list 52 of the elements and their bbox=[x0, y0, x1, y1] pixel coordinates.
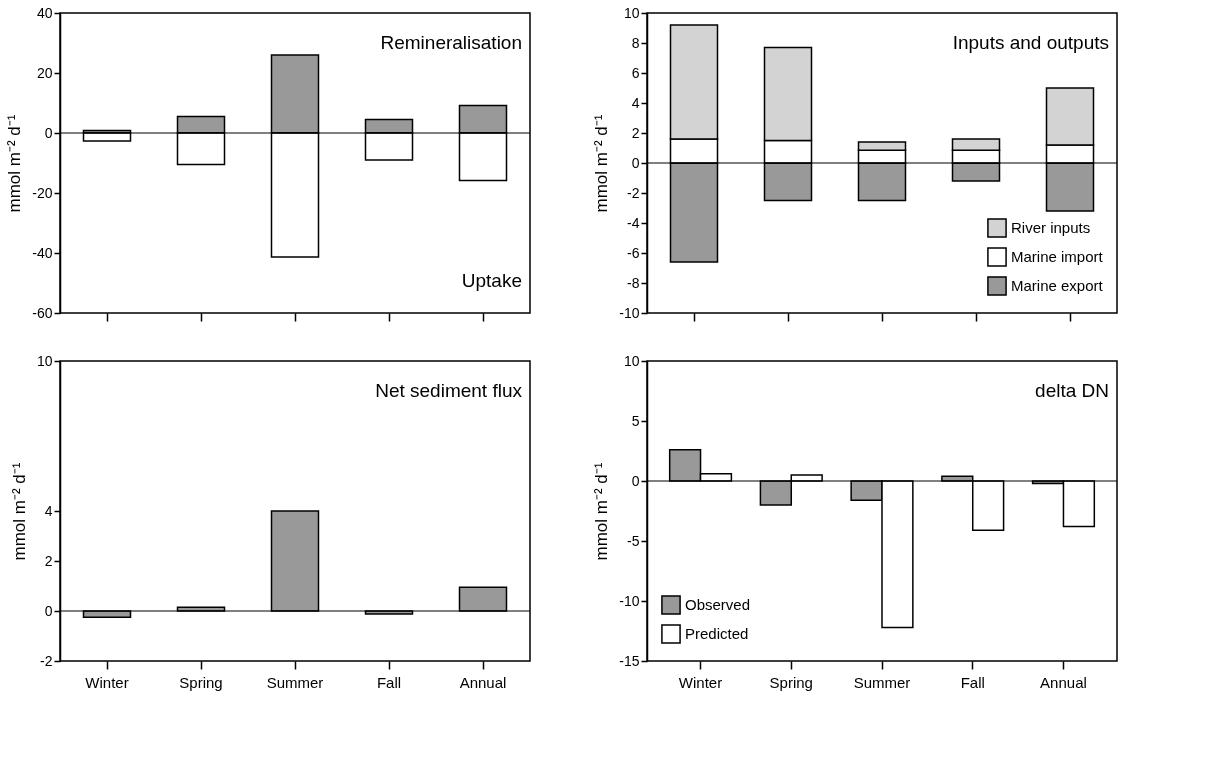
y-tick-label: -2 bbox=[40, 652, 53, 669]
y-tick-label: 2 bbox=[631, 124, 640, 141]
y-tick-label: -5 bbox=[627, 532, 640, 549]
y-tick-label: 0 bbox=[631, 472, 640, 489]
y-tick-label: 4 bbox=[44, 502, 53, 519]
y-tick-label: 2 bbox=[44, 552, 53, 569]
x-tick-label: Fall bbox=[960, 673, 985, 691]
annotation: delta DN bbox=[1035, 380, 1109, 401]
x-tick-label: Spring bbox=[769, 673, 813, 691]
annotation: Net sediment flux bbox=[375, 380, 523, 401]
y-tick-label: -8 bbox=[627, 274, 640, 291]
y-axis-title: mmol m⁻² d⁻¹ bbox=[9, 462, 29, 561]
y-tick-label: 10 bbox=[623, 352, 640, 369]
x-tick-label: Annual bbox=[1040, 673, 1087, 691]
y-axis-title: mmol m⁻² d⁻¹ bbox=[5, 114, 25, 213]
y-tick-label: -10 bbox=[619, 304, 640, 321]
y-tick-label: 5 bbox=[631, 412, 640, 429]
y-tick-label: 10 bbox=[36, 352, 53, 369]
y-tick-label: -6 bbox=[627, 244, 640, 261]
annotation: Inputs and outputs bbox=[952, 32, 1109, 53]
annotation: Remineralisation bbox=[380, 32, 522, 53]
x-tick-label: Summer bbox=[266, 673, 324, 691]
y-tick-label: 0 bbox=[44, 124, 53, 141]
y-tick-label: 6 bbox=[631, 64, 640, 81]
y-tick-label: -60 bbox=[32, 304, 53, 321]
x-tick-label: Winter bbox=[678, 673, 723, 691]
x-tick-label: Annual bbox=[459, 673, 507, 691]
y-tick-label: 10 bbox=[623, 4, 640, 21]
annotation: Uptake bbox=[461, 270, 522, 291]
y-tick-label: -40 bbox=[32, 244, 53, 261]
legend-label: Observed bbox=[685, 596, 751, 613]
legend-label: Predicted bbox=[685, 625, 749, 642]
y-tick-label: -2 bbox=[627, 184, 640, 201]
y-tick-label: 20 bbox=[36, 64, 53, 81]
y-tick-label: -10 bbox=[619, 592, 640, 609]
y-tick-label: -20 bbox=[32, 184, 53, 201]
y-axis-title: mmol m⁻² d⁻¹ bbox=[592, 462, 612, 561]
y-tick-label: 0 bbox=[631, 154, 640, 171]
x-tick-label: Summer bbox=[853, 673, 911, 691]
y-tick-label: -15 bbox=[619, 652, 640, 669]
legend-label: River inputs bbox=[1011, 219, 1091, 236]
legend-label: Marine import bbox=[1011, 248, 1104, 265]
y-tick-label: -4 bbox=[627, 214, 640, 231]
y-tick-label: 0 bbox=[44, 602, 53, 619]
x-tick-label: Winter bbox=[85, 673, 129, 691]
legend-label: Marine export bbox=[1011, 277, 1104, 294]
y-tick-label: 8 bbox=[631, 34, 640, 51]
x-tick-label: Spring bbox=[179, 673, 223, 691]
x-tick-label: Fall bbox=[376, 673, 402, 691]
y-tick-label: 4 bbox=[631, 94, 640, 111]
y-tick-label: 40 bbox=[36, 4, 53, 21]
y-axis-title: mmol m⁻² d⁻¹ bbox=[592, 114, 612, 213]
